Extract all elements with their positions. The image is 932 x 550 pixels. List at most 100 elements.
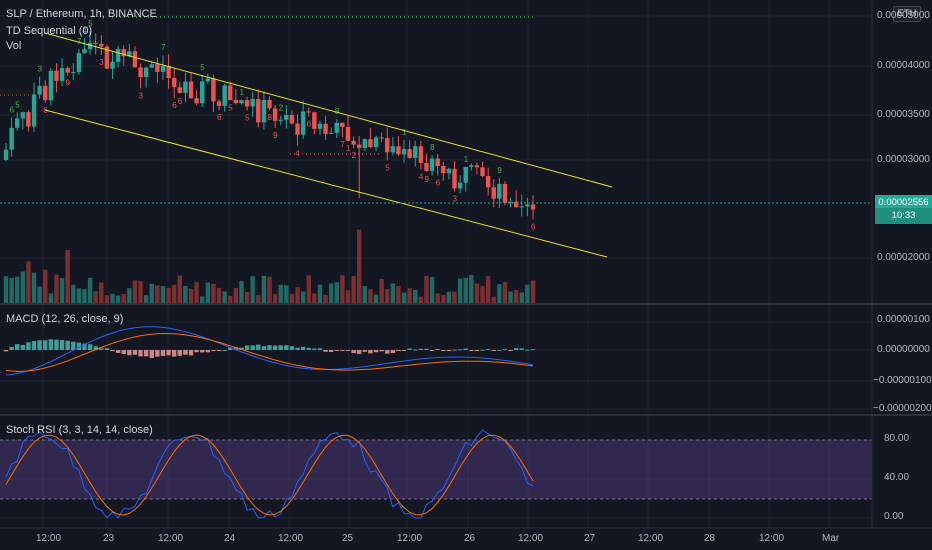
td-count: 4: [419, 173, 424, 182]
candle-body: [480, 167, 485, 177]
candle-body: [323, 123, 328, 134]
candle-body: [368, 139, 373, 148]
candle-body: [43, 85, 48, 101]
macd-histogram-bar: [188, 350, 194, 356]
macd-histogram-bar: [457, 349, 463, 351]
macd-histogram-bar: [491, 350, 496, 351]
td-count: 8: [335, 107, 340, 116]
macd-histogram-bar: [284, 345, 289, 350]
macd-histogram-bar: [452, 349, 457, 351]
candle-body: [87, 42, 93, 50]
macd-histogram-bar: [233, 346, 239, 350]
macd-histogram-bar: [244, 345, 250, 350]
macd-histogram-bar: [323, 350, 328, 352]
volume-bar: [93, 291, 98, 303]
macd-histogram-bar: [3, 350, 9, 352]
price-pane[interactable]: 6536974533766565158924687125149863196: [0, 16, 872, 303]
volume-bar: [418, 296, 424, 303]
td-count: 9: [497, 166, 502, 175]
volume-bar: [373, 294, 379, 303]
stoch-axis-label: 80.00: [884, 433, 910, 444]
macd-pane[interactable]: [3, 326, 536, 376]
time-axis-label: 12:00: [638, 533, 664, 544]
candle-body: [390, 146, 396, 153]
macd-histogram-bar: [474, 350, 480, 351]
volume-bar: [115, 295, 121, 303]
macd-histogram-bar: [132, 350, 138, 355]
time-axis-label: 25: [342, 533, 354, 544]
td-count: 6: [307, 119, 312, 128]
candle-body: [9, 127, 14, 150]
volume-bar: [340, 275, 345, 303]
macd-histogram-bar: [104, 348, 110, 350]
macd-histogram-bar: [267, 345, 272, 350]
candle-body: [121, 49, 126, 57]
td-count: 5: [88, 19, 93, 28]
candle-body: [99, 43, 104, 47]
volume-bar: [138, 281, 143, 303]
td-sequential-legend[interactable]: TD Sequential (0): [6, 25, 93, 37]
volume-bar: [295, 287, 300, 303]
volume-bar: [228, 295, 233, 303]
candle-body: [334, 122, 339, 133]
candle-body: [345, 126, 351, 141]
macd-histogram-bar: [138, 350, 143, 357]
pane-separators[interactable]: [0, 0, 932, 528]
volume-bar: [457, 278, 463, 303]
volume-bar: [256, 295, 261, 303]
candle-body: [244, 100, 250, 107]
stoch-rsi-pane[interactable]: [0, 429, 872, 519]
td-count: 2: [279, 104, 284, 113]
candle-body: [233, 100, 239, 104]
candle-body: [312, 112, 317, 129]
candle-body: [385, 138, 390, 153]
td-count: 3: [99, 58, 104, 67]
time-axis-label: 12:00: [759, 533, 785, 544]
macd-histogram-bar: [295, 347, 300, 350]
macd-histogram-bar: [222, 349, 227, 351]
macd-histogram-bar: [37, 340, 42, 350]
candle-body: [149, 64, 154, 68]
volume-bar: [26, 261, 31, 303]
volume-bar: [345, 290, 351, 303]
macd-histogram-bar: [43, 340, 48, 350]
volume-bar: [278, 284, 283, 303]
currency-tag[interactable]: ETH: [893, 6, 921, 22]
candle-body: [373, 137, 379, 148]
macd-histogram-bar: [525, 349, 530, 351]
td-count: 4: [82, 26, 87, 35]
candle-body: [171, 77, 177, 88]
symbol-legend[interactable]: SLP / Ethereum, 1h, BINANCE: [6, 8, 157, 20]
volume-bar: [127, 288, 132, 303]
stoch-d-line: [5, 434, 534, 516]
volume-bar: [188, 288, 194, 303]
volume-bar: [480, 286, 485, 303]
time-axis-label: 12:00: [518, 533, 544, 544]
volume-legend[interactable]: Vol: [6, 40, 22, 52]
price-axis-label: 0.00005000: [877, 10, 930, 21]
volume-bar: [110, 293, 115, 303]
macd-histogram-bar: [278, 345, 283, 350]
macd-histogram-bar: [261, 346, 267, 350]
candle-body: [228, 85, 233, 101]
volume-bar: [233, 288, 239, 303]
time-axis-label: 12:00: [36, 533, 62, 544]
macd-histogram-bar: [9, 346, 14, 350]
candle-body: [15, 118, 20, 128]
macd-histogram-bar: [99, 348, 104, 350]
stoch-rsi-legend[interactable]: Stoch RSI (3, 3, 14, 14, close): [6, 424, 153, 436]
candle-body: [328, 132, 334, 134]
macd-histogram-bar: [317, 348, 323, 350]
macd-legend[interactable]: MACD (12, 26, close, 9): [6, 313, 124, 325]
volume-bar: [59, 278, 65, 303]
macd-axis-label: −0.00000200: [873, 403, 932, 414]
volume-bar: [452, 291, 457, 303]
candle-body: [37, 85, 42, 95]
stoch-k-line: [5, 429, 534, 519]
candle-body: [188, 81, 194, 99]
macd-histogram-bar: [31, 341, 37, 350]
volume-bar: [267, 276, 272, 303]
volume-bar: [446, 291, 452, 303]
macd-histogram-bar: [194, 350, 199, 353]
